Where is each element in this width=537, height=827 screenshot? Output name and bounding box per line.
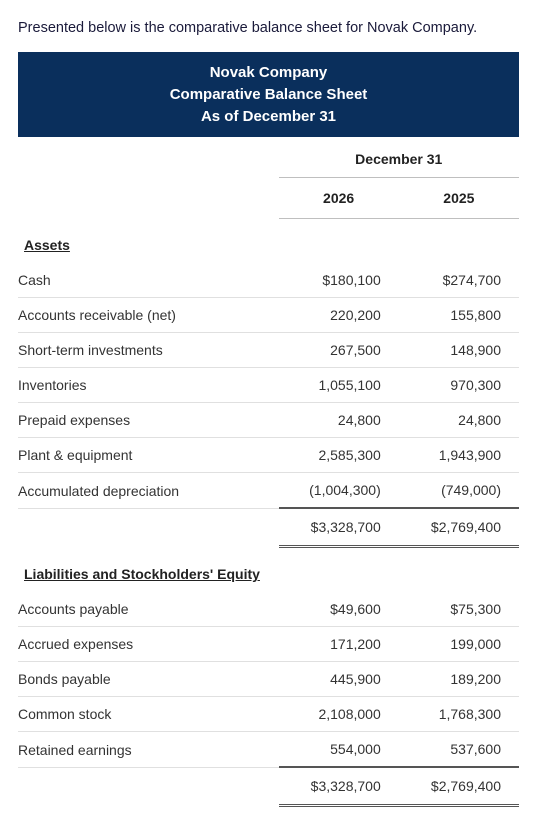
assets-total-2: $2,769,400 xyxy=(399,508,519,547)
table-row: Retained earnings 554,000 537,600 xyxy=(18,732,519,768)
table-row: 2026 2025 xyxy=(18,178,519,219)
row-label: Accounts payable xyxy=(18,592,279,627)
cell-value: 445,900 xyxy=(279,662,399,697)
table-row: Common stock 2,108,000 1,768,300 xyxy=(18,697,519,732)
row-label: Accrued expenses xyxy=(18,627,279,662)
row-label: Short-term investments xyxy=(18,333,279,368)
cell-value: 199,000 xyxy=(399,627,519,662)
liab-total-2: $2,769,400 xyxy=(399,767,519,806)
row-label: Prepaid expenses xyxy=(18,403,279,438)
cell-value: 155,800 xyxy=(399,298,519,333)
cell-value: 554,000 xyxy=(279,732,399,768)
company-name: Novak Company xyxy=(26,62,511,84)
cell-value: 220,200 xyxy=(279,298,399,333)
cell-value: 2,585,300 xyxy=(279,438,399,473)
liab-total-1: $3,328,700 xyxy=(279,767,399,806)
cell-value: 24,800 xyxy=(399,403,519,438)
table-row: Accounts payable $49,600 $75,300 xyxy=(18,592,519,627)
cell-value: 2,108,000 xyxy=(279,697,399,732)
cell-value: $274,700 xyxy=(399,263,519,298)
cell-value: 970,300 xyxy=(399,368,519,403)
statement-title: Comparative Balance Sheet xyxy=(26,84,511,106)
table-row: Liabilities and Stockholders' Equity xyxy=(18,547,519,593)
cell-value: 189,200 xyxy=(399,662,519,697)
cell-value: 148,900 xyxy=(399,333,519,368)
table-row: Cash $180,100 $274,700 xyxy=(18,263,519,298)
table-row: Assets xyxy=(18,219,519,264)
cell-value: 24,800 xyxy=(279,403,399,438)
table-row: Accumulated depreciation (1,004,300) (74… xyxy=(18,473,519,509)
assets-total-1: $3,328,700 xyxy=(279,508,399,547)
row-label: Plant & equipment xyxy=(18,438,279,473)
table-row: Inventories 1,055,100 970,300 xyxy=(18,368,519,403)
cell-value: 1,055,100 xyxy=(279,368,399,403)
cell-value: 267,500 xyxy=(279,333,399,368)
assets-section-label: Assets xyxy=(18,219,519,264)
table-row: $3,328,700 $2,769,400 xyxy=(18,508,519,547)
row-label: Bonds payable xyxy=(18,662,279,697)
table-row: Plant & equipment 2,585,300 1,943,900 xyxy=(18,438,519,473)
statement-header: Novak Company Comparative Balance Sheet … xyxy=(18,52,519,137)
row-label: Inventories xyxy=(18,368,279,403)
row-label: Retained earnings xyxy=(18,732,279,768)
cell-value: 537,600 xyxy=(399,732,519,768)
year-header-2: 2025 xyxy=(399,178,519,219)
cell-value: (1,004,300) xyxy=(279,473,399,509)
cell-value: $75,300 xyxy=(399,592,519,627)
cell-value: 1,943,900 xyxy=(399,438,519,473)
table-row: Prepaid expenses 24,800 24,800 xyxy=(18,403,519,438)
table-row: December 31 xyxy=(18,137,519,178)
cell-value: 171,200 xyxy=(279,627,399,662)
row-label: Accumulated depreciation xyxy=(18,473,279,509)
cell-value: $49,600 xyxy=(279,592,399,627)
year-header-1: 2026 xyxy=(279,178,399,219)
cell-value: $180,100 xyxy=(279,263,399,298)
table-row: $3,328,700 $2,769,400 xyxy=(18,767,519,806)
table-row: Short-term investments 267,500 148,900 xyxy=(18,333,519,368)
liabilities-section-label: Liabilities and Stockholders' Equity xyxy=(18,547,519,593)
row-label: Accounts receivable (net) xyxy=(18,298,279,333)
table-row: Accrued expenses 171,200 199,000 xyxy=(18,627,519,662)
cell-value: (749,000) xyxy=(399,473,519,509)
intro-text: Presented below is the comparative balan… xyxy=(18,20,519,36)
row-label: Common stock xyxy=(18,697,279,732)
balance-sheet-table: December 31 2026 2025 Assets Cash $180,1… xyxy=(18,137,519,807)
table-row: Bonds payable 445,900 189,200 xyxy=(18,662,519,697)
table-row: Accounts receivable (net) 220,200 155,80… xyxy=(18,298,519,333)
cell-value: 1,768,300 xyxy=(399,697,519,732)
period-header: December 31 xyxy=(279,137,519,178)
row-label: Cash xyxy=(18,263,279,298)
statement-asof: As of December 31 xyxy=(26,106,511,128)
